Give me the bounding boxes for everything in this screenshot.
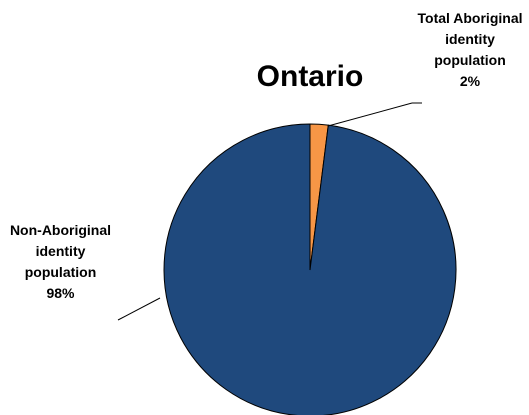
value-label: 98% (46, 285, 75, 301)
category-label: Non-Aboriginal identity population (9, 222, 112, 280)
category-label: Total Aboriginal identity population (417, 10, 523, 68)
chart-title: Ontario (256, 60, 364, 93)
pie-slice (163, 123, 457, 415)
leader-line (327, 102, 413, 127)
slice-label: Total Aboriginal identity population 2% (415, 8, 525, 92)
value-label: 2% (459, 73, 481, 89)
slice-label: Non-Aboriginal identity population 98% (8, 220, 113, 304)
leader-line (117, 297, 161, 321)
